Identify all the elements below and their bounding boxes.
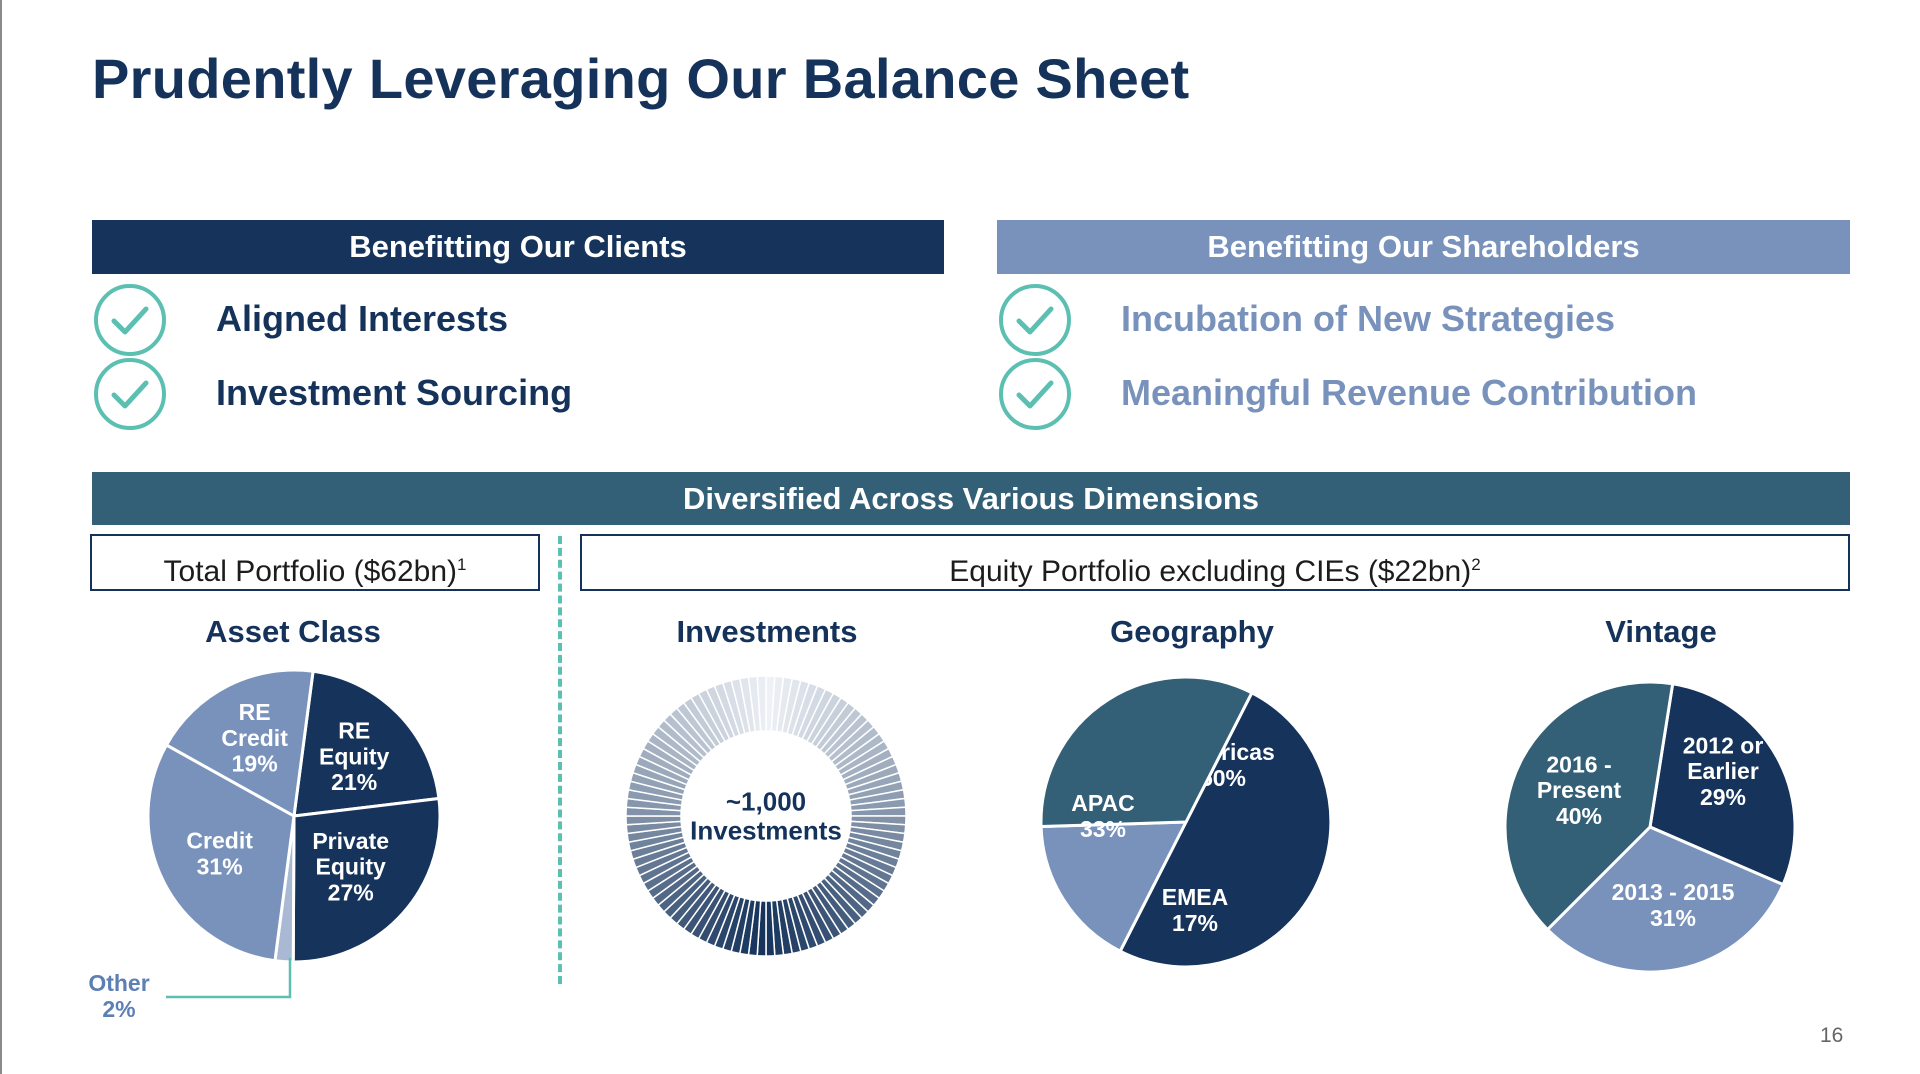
vintage-slice-label-line: 2012 or bbox=[1683, 732, 1764, 758]
geography-slice-label: APAC 33% bbox=[1071, 790, 1134, 842]
vintage-slice-label-line: 2016 - bbox=[1546, 751, 1611, 777]
asset-class-slice-label: Other 2% bbox=[88, 970, 149, 1022]
asset-class-slice-label-line: 19% bbox=[232, 751, 278, 777]
vintage-slice-label-line: 31% bbox=[1650, 905, 1696, 931]
asset-class-slice-label-line: 2% bbox=[102, 996, 135, 1022]
geography-slice-label-line: APAC bbox=[1071, 790, 1134, 816]
vintage-slice-label-line: Present bbox=[1537, 777, 1622, 803]
asset-class-slice-label-line: Credit bbox=[186, 828, 253, 854]
investments-center-label-line: Investments bbox=[690, 816, 842, 846]
asset-class-slice-label-line: 21% bbox=[331, 769, 377, 795]
geography-slice-label-line: EMEA bbox=[1162, 884, 1228, 910]
asset-class-slice-label-line: Other bbox=[88, 970, 149, 996]
asset-class-slice-label-line: Private bbox=[312, 828, 389, 854]
vintage-slice-label-line: 2013 - 2015 bbox=[1612, 879, 1735, 905]
asset-class-slice-label-line: Equity bbox=[319, 743, 389, 769]
investments-center-label: ~1,000 Investments bbox=[690, 787, 842, 846]
asset-class-slice-label-line: Credit bbox=[221, 725, 288, 751]
asset-class-slice-label-line: RE bbox=[338, 718, 370, 744]
page-number: 16 bbox=[1820, 1024, 1843, 1048]
geography-slice-label-line: 17% bbox=[1172, 910, 1218, 936]
vintage-slice-label-line: Earlier bbox=[1687, 758, 1759, 784]
vintage-slice-label-line: 40% bbox=[1556, 803, 1602, 829]
asset-class-slice-label-line: 31% bbox=[197, 853, 243, 879]
other-leader-line bbox=[166, 958, 290, 997]
asset-class-slice-label-line: 27% bbox=[328, 879, 374, 905]
asset-class-slice-label-line: RE bbox=[239, 699, 271, 725]
asset-class-slice-label-line: Equity bbox=[316, 854, 386, 880]
vintage-slice-label-line: 29% bbox=[1700, 784, 1746, 810]
geography-slice-label-line: 33% bbox=[1080, 816, 1126, 842]
investments-center-label-line: ~1,000 bbox=[726, 787, 806, 817]
